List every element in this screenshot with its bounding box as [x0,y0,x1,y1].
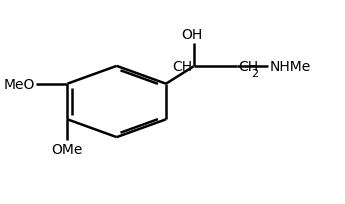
Text: MeO: MeO [3,77,35,91]
Text: 2: 2 [251,68,258,78]
Text: OMe: OMe [52,142,83,156]
Text: NHMe: NHMe [270,60,311,74]
Text: CH: CH [172,60,192,74]
Text: OH: OH [181,27,203,41]
Text: CH: CH [238,60,258,74]
